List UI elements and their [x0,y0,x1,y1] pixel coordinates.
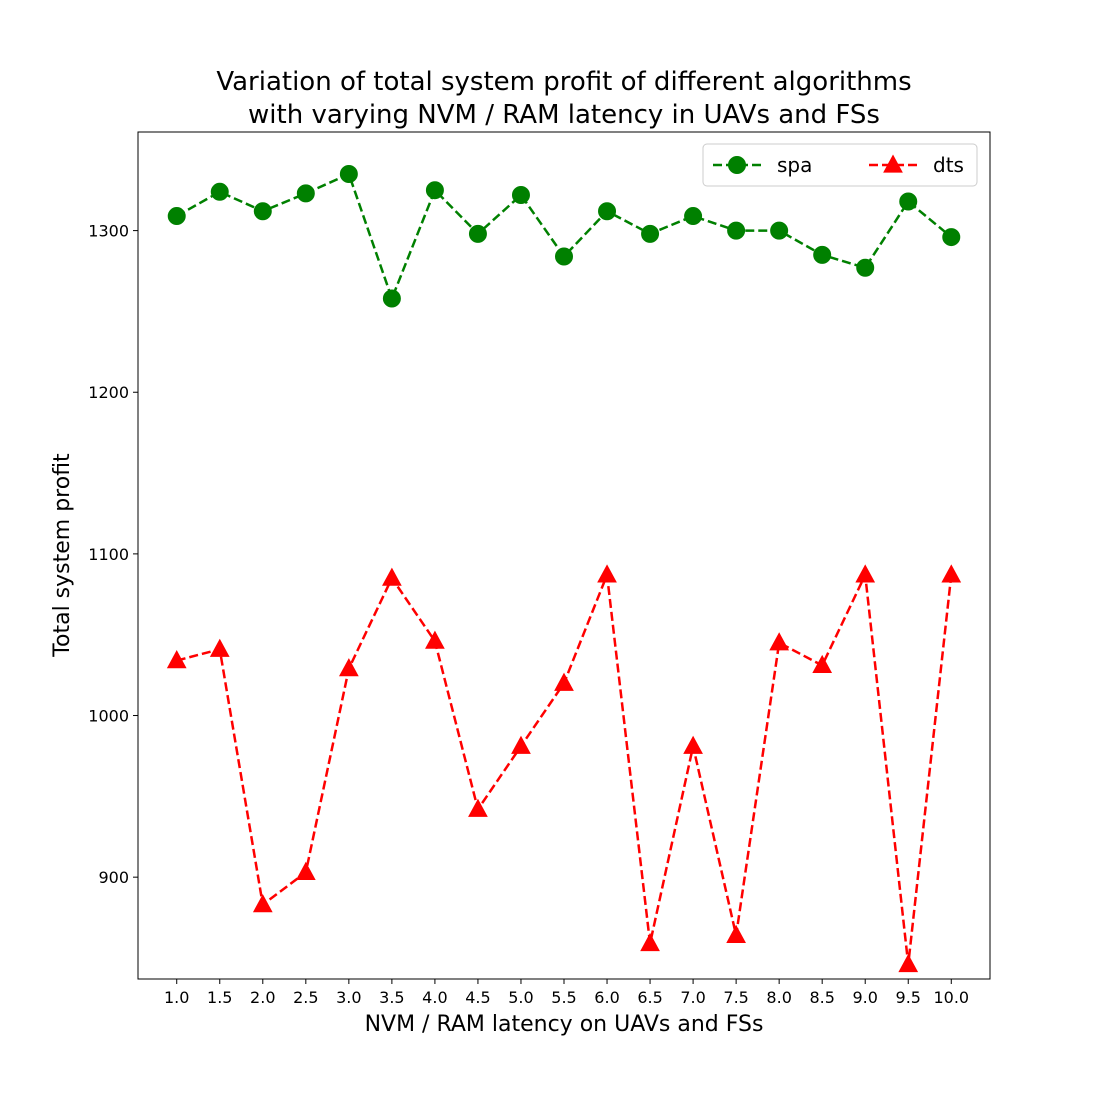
data-point-spa [511,186,530,205]
data-point-dts [597,564,617,583]
series-line-spa [176,172,953,303]
y-tick-label: 1000 [88,707,129,726]
data-point-spa [253,202,272,221]
data-point-spa [899,192,918,211]
legend-item-spa: spa [713,153,812,177]
legend-marker-dts [883,154,903,173]
data-point-spa [942,228,961,247]
x-tick-label: 10.0 [933,988,969,1007]
data-point-spa [770,221,789,240]
x-tick-label: 9.0 [852,988,877,1007]
data-point-dts [295,861,316,880]
data-point-spa [167,207,186,226]
data-point-dts [468,798,488,817]
data-point-spa [684,207,703,226]
y-tick-label: 1200 [88,383,129,402]
chart-title: Variation of total system profit of diff… [216,67,911,130]
x-tick-label: 1.5 [207,988,232,1007]
data-point-spa [339,165,358,184]
x-axis-title: NVM / RAM latency on UAVs and FSs [365,1012,764,1037]
chart-title-line-1: Variation of total system profit of diff… [216,67,911,97]
data-point-dts [554,672,574,691]
y-axis-title: Total system profit [50,453,75,658]
legend-marker-spa [728,156,746,174]
data-point-dts [941,564,962,583]
plot-area [166,165,962,973]
data-point-dts [425,630,445,649]
data-point-dts [898,953,919,973]
x-tick-label: 8.0 [766,988,791,1007]
x-tick-label: 8.5 [809,988,834,1007]
data-point-spa [382,289,401,308]
y-tick-label: 1100 [88,545,129,564]
x-tick-label: 3.5 [379,988,404,1007]
x-tick-label: 5.0 [508,988,533,1007]
data-point-dts [382,567,402,586]
series-line-dts [176,570,953,965]
x-tick-label: 3.0 [336,988,361,1007]
data-point-spa [468,224,487,243]
data-point-dts [640,932,660,952]
data-point-spa [598,202,617,221]
data-point-dts [338,658,359,677]
data-point-dts [855,564,876,583]
x-tick-label: 2.5 [293,988,318,1007]
legend: spa dts [702,143,978,187]
data-point-spa [813,245,832,264]
data-point-dts [252,894,273,913]
x-tick-label: 7.0 [680,988,705,1007]
data-point-dts [209,638,230,657]
y-tick-label: 1300 [88,222,129,241]
data-point-dts [166,650,187,669]
data-point-dts [769,632,790,651]
x-tick-label: 6.5 [637,988,662,1007]
x-tick-label: 2.0 [250,988,275,1007]
y-tick-label: 900 [98,868,129,887]
axes: 1.0 1.5 2.0 2.5 3.0 3.5 4.0 4.5 5.0 5.5 6.0 6.5 7.0 7… [88,131,991,1007]
data-point-dts [511,735,531,754]
data-point-spa [641,224,660,243]
series-dts [166,564,962,973]
data-point-dts [726,924,746,943]
data-point-dts [683,735,703,754]
x-tick-label: 4.0 [422,988,447,1007]
legend-box [702,143,978,187]
legend-label-spa: spa [777,153,812,177]
data-point-spa [210,182,229,201]
data-point-spa [425,181,444,200]
series-spa [167,165,961,308]
x-tick-label: 1.0 [164,988,189,1007]
chart-title-line-2: with varying NVM / RAM latency in UAVs a… [248,100,880,130]
x-tick-label: 9.5 [896,988,921,1007]
data-point-spa [296,184,315,203]
legend-label-dts: dts [933,153,964,177]
x-tick-label: 4.5 [465,988,490,1007]
x-tick-label: 7.5 [723,988,748,1007]
data-point-dts [812,654,833,674]
data-point-spa [555,247,573,266]
x-tick-label: 5.5 [551,988,576,1007]
data-point-spa [727,221,746,240]
legend-item-dts: dts [869,153,964,177]
data-point-spa [856,258,875,277]
x-tick-label: 6.0 [594,988,619,1007]
